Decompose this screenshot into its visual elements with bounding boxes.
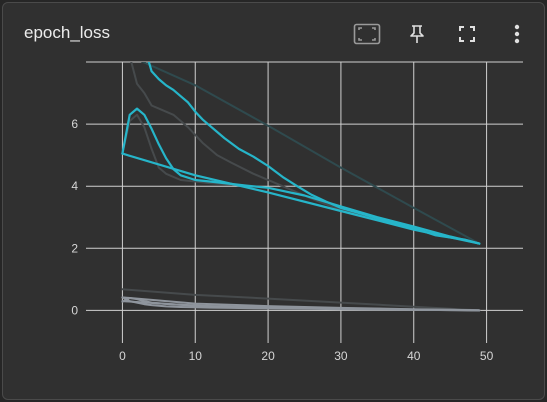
y-tick-label: 4	[71, 179, 78, 193]
card-title: epoch_loss	[24, 23, 111, 42]
x-tick-label: 10	[189, 349, 203, 363]
fit-domain-icon	[353, 23, 381, 45]
fullscreen-button[interactable]	[452, 19, 482, 49]
pin-icon	[410, 25, 424, 43]
y-tick-label: 2	[71, 241, 78, 255]
series-line-4[interactable]	[121, 107, 481, 245]
fit-domain-button[interactable]	[352, 19, 382, 49]
series-line-6[interactable]	[121, 288, 481, 312]
series-line-2[interactable]	[122, 53, 481, 245]
series-line-3[interactable]	[144, 47, 481, 245]
chart-tick-labels: 0 10 20 30 40 50 0 2 4 6	[71, 117, 493, 363]
x-tick-label: 0	[119, 349, 126, 363]
x-tick-label: 40	[407, 349, 421, 363]
y-tick-label: 0	[71, 303, 78, 317]
y-tick-label: 6	[71, 117, 78, 131]
more-options-button[interactable]	[502, 19, 532, 49]
x-tick-label: 30	[334, 349, 348, 363]
pin-button[interactable]	[402, 19, 432, 49]
series-line-1[interactable]	[121, 113, 233, 186]
card-toolbar	[332, 19, 532, 49]
x-tick-label: 50	[480, 349, 494, 363]
more-vert-icon	[514, 24, 520, 44]
fullscreen-icon	[459, 26, 475, 42]
x-tick-label: 20	[261, 349, 275, 363]
chart-series	[121, 47, 481, 312]
series-line-5[interactable]	[121, 152, 481, 245]
series-line-10[interactable]	[121, 300, 481, 312]
